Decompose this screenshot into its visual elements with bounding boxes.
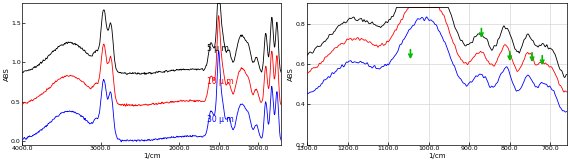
Text: 30 μ m: 30 μ m: [207, 115, 234, 124]
Y-axis label: ABS: ABS: [3, 67, 10, 81]
Text: 5 μ m: 5 μ m: [207, 44, 229, 53]
Text: 10 μ m: 10 μ m: [207, 77, 233, 87]
X-axis label: 1/cm: 1/cm: [428, 153, 446, 159]
Y-axis label: ABS: ABS: [288, 67, 295, 81]
X-axis label: 1/cm: 1/cm: [143, 153, 161, 159]
